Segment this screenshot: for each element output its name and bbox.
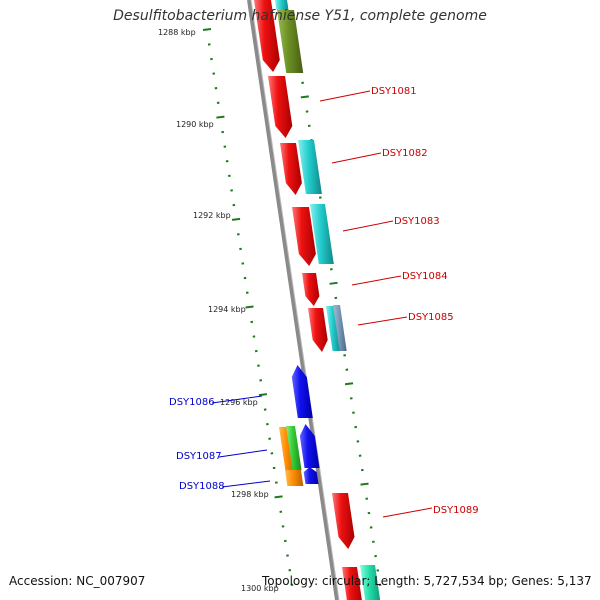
gene-dsy1087-green[interactable] bbox=[286, 426, 302, 470]
kbp-label-1292: 1292 kbp bbox=[193, 211, 231, 220]
major-tick bbox=[274, 495, 283, 499]
leader-dsy1081 bbox=[319, 90, 371, 102]
kbp-label-1290: 1290 kbp bbox=[176, 120, 214, 129]
gene-label-dsy1083[interactable]: DSY1083 bbox=[394, 216, 440, 227]
gene-label-dsy1086[interactable]: DSY1086 bbox=[169, 397, 215, 408]
leader-dsy1085 bbox=[357, 316, 408, 326]
gene-teal-bottom[interactable] bbox=[360, 565, 381, 600]
label-leaders bbox=[211, 90, 433, 518]
major-tick bbox=[258, 393, 268, 397]
gene-dsy1085-cyan[interactable] bbox=[326, 306, 341, 351]
gene-label-dsy1085[interactable]: DSY1085 bbox=[408, 312, 454, 323]
leader-dsy1087 bbox=[218, 449, 268, 458]
gene-dsy1086[interactable] bbox=[291, 365, 313, 418]
gene-dsy1088-orange[interactable] bbox=[285, 470, 304, 486]
leader-dsy1084 bbox=[351, 275, 402, 286]
gene-label-dsy1082[interactable]: DSY1082 bbox=[382, 148, 428, 159]
major-tick bbox=[202, 28, 212, 31]
gene-dsy1082-red[interactable] bbox=[280, 143, 302, 195]
gene-dsy1089[interactable] bbox=[332, 493, 355, 549]
gene-dsy1081[interactable] bbox=[268, 76, 293, 138]
major-tick bbox=[245, 305, 254, 309]
major-tick bbox=[344, 382, 354, 386]
leader-dsy1082 bbox=[331, 152, 382, 164]
topology-text: Topology: circular; Length: 5,727,534 bp… bbox=[262, 574, 592, 588]
kbp-label-1296: 1296 kbp bbox=[220, 398, 258, 407]
major-tick bbox=[300, 95, 309, 99]
kbp-label-1288: 1288 kbp bbox=[158, 28, 196, 37]
genome-title: Desulfitobacterium hafniense Y51, comple… bbox=[113, 8, 487, 24]
gene-red-bottom[interactable] bbox=[342, 567, 363, 600]
gene-label-dsy1084[interactable]: DSY1084 bbox=[402, 271, 448, 282]
leader-dsy1089 bbox=[382, 507, 433, 518]
leader-dsy1086 bbox=[211, 395, 263, 404]
accession-text: Accession: NC_007907 bbox=[9, 574, 146, 588]
major-tick bbox=[231, 217, 241, 221]
gene-dsy1087-blue[interactable] bbox=[299, 424, 320, 468]
gene-label-dsy1089[interactable]: DSY1089 bbox=[433, 505, 479, 516]
genome-backbone-shadow bbox=[250, 0, 340, 600]
gene-dsy1082-cyan[interactable] bbox=[298, 140, 322, 194]
major-tick bbox=[360, 482, 369, 486]
gene-red-1[interactable] bbox=[254, 0, 280, 72]
gene-dsy1083-cyan[interactable] bbox=[310, 204, 334, 264]
major-tick bbox=[329, 281, 338, 285]
gene-dsy1085-red[interactable] bbox=[308, 308, 328, 352]
gene-dsy1083-red[interactable] bbox=[292, 207, 316, 266]
gene-dsy1084[interactable] bbox=[302, 273, 320, 306]
gene-cyan-1[interactable] bbox=[275, 0, 289, 10]
gene-label-dsy1088[interactable]: DSY1088 bbox=[179, 481, 225, 492]
gene-features bbox=[254, 0, 381, 600]
leader-dsy1083 bbox=[342, 220, 394, 232]
leader-dsy1088 bbox=[221, 480, 271, 488]
gene-dsy1088-blue[interactable] bbox=[303, 467, 319, 484]
genome-backbone bbox=[247, 0, 339, 600]
kbp-label-1294: 1294 kbp bbox=[208, 305, 246, 314]
gene-label-dsy1087[interactable]: DSY1087 bbox=[176, 451, 222, 462]
kbp-label-1298: 1298 kbp bbox=[231, 490, 269, 499]
gene-dsy1085-steel[interactable] bbox=[333, 305, 347, 351]
outer-tick-track bbox=[202, 28, 294, 586]
gene-label-dsy1081[interactable]: DSY1081 bbox=[371, 86, 417, 97]
gene-olive-1[interactable] bbox=[277, 10, 304, 73]
major-tick bbox=[216, 115, 225, 119]
kbp-label-1300: 1300 kbp bbox=[241, 584, 279, 593]
